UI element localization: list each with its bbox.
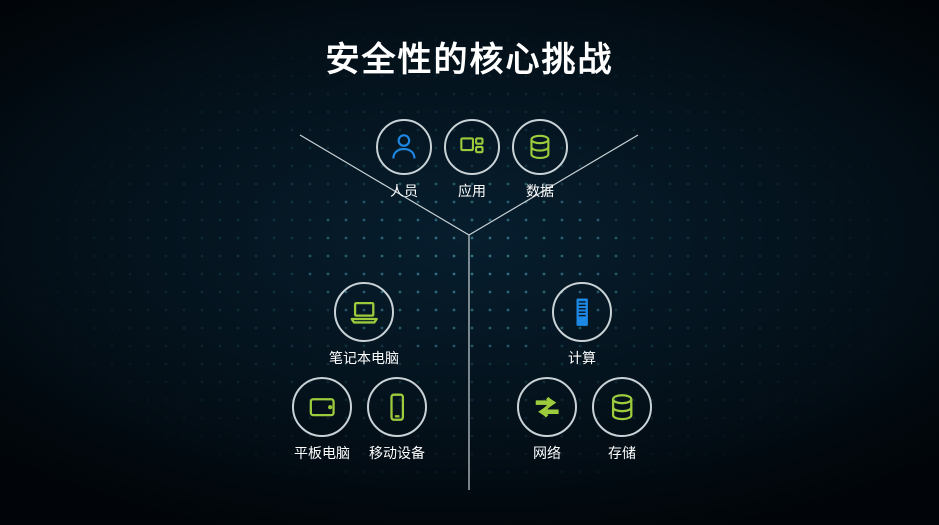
node-apps: 应用 — [444, 119, 500, 201]
node-circle — [292, 377, 352, 437]
page-title: 安全性的核心挑战 — [0, 32, 939, 81]
node-circle — [334, 282, 394, 342]
server-icon — [564, 294, 600, 330]
node-label: 笔记本电脑 — [329, 348, 399, 368]
node-circle — [552, 282, 612, 342]
arrows-icon — [529, 389, 565, 425]
node-circle — [444, 119, 500, 175]
node-circle — [376, 119, 432, 175]
node-label: 网络 — [533, 443, 561, 463]
node-label: 计算 — [568, 348, 596, 368]
node-label: 数据 — [526, 181, 554, 201]
apps-icon — [455, 130, 489, 164]
tablet-icon — [304, 389, 340, 425]
node-circle — [517, 377, 577, 437]
node-tablet: 平板电脑 — [292, 377, 352, 463]
node-storage: 存储 — [592, 377, 652, 463]
node-label: 应用 — [458, 181, 486, 201]
node-laptop: 笔记本电脑 — [329, 282, 399, 368]
mobile-icon — [379, 389, 415, 425]
person-icon — [387, 130, 421, 164]
db-icon — [523, 130, 557, 164]
node-circle — [512, 119, 568, 175]
node-circle — [592, 377, 652, 437]
diagram-stage: 安全性的核心挑战人员 应用 数据笔记本电脑平板电脑移动设备 计算网络 存储 — [0, 0, 939, 525]
laptop-icon — [346, 294, 382, 330]
db-icon — [604, 389, 640, 425]
node-mobile: 移动设备 — [367, 377, 427, 463]
node-network: 网络 — [517, 377, 577, 463]
node-label: 存储 — [608, 443, 636, 463]
node-people: 人员 — [376, 119, 432, 201]
node-circle — [367, 377, 427, 437]
node-label: 人员 — [390, 181, 418, 201]
node-label: 平板电脑 — [294, 443, 350, 463]
node-compute: 计算 — [552, 282, 612, 368]
node-label: 移动设备 — [369, 443, 425, 463]
node-data: 数据 — [512, 119, 568, 201]
